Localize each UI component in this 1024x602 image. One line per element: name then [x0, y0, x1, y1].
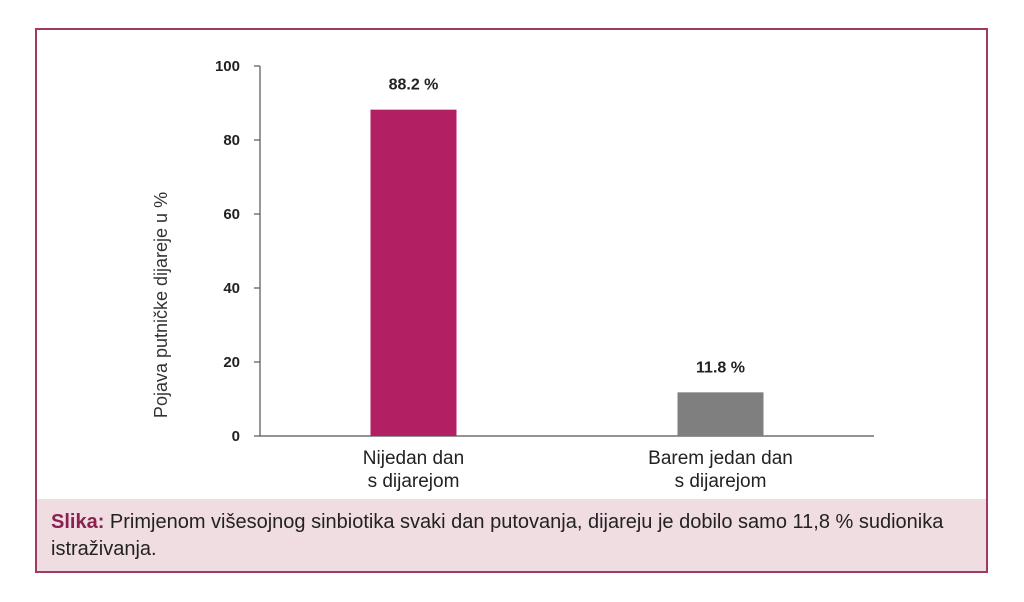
bars	[370, 109, 764, 436]
category-label: Barem jedan dan	[648, 448, 793, 469]
category-label: s dijarejom	[675, 471, 767, 492]
y-tick-label: 20	[223, 354, 240, 371]
bar	[370, 109, 457, 436]
bar	[677, 392, 764, 436]
y-tick-label: 80	[223, 132, 240, 149]
y-tick-label: 100	[215, 58, 240, 75]
figure-caption: Slika: Primjenom višesojnog sinbiotika s…	[37, 499, 986, 571]
category-label: s dijarejom	[368, 471, 460, 492]
caption-text: Primjenom višesojnog sinbiotika svaki da…	[51, 511, 944, 560]
caption-lead: Slika:	[51, 511, 105, 533]
y-tick-label: 60	[223, 206, 240, 223]
y-axis-title: Pojava putničke dijareje u %	[151, 192, 171, 418]
data-label: 88.2 %	[389, 77, 439, 94]
y-tick-label: 0	[232, 428, 240, 445]
category-label: Nijedan dan	[363, 448, 464, 469]
data-label: 11.8 %	[696, 359, 745, 376]
y-axis: 0 20 40 60 80 100	[215, 58, 874, 445]
y-tick-label: 40	[223, 280, 240, 297]
figure-frame: 0 20 40 60 80 100 88.2 % Nijedan dan s dijarejo…	[35, 28, 988, 573]
